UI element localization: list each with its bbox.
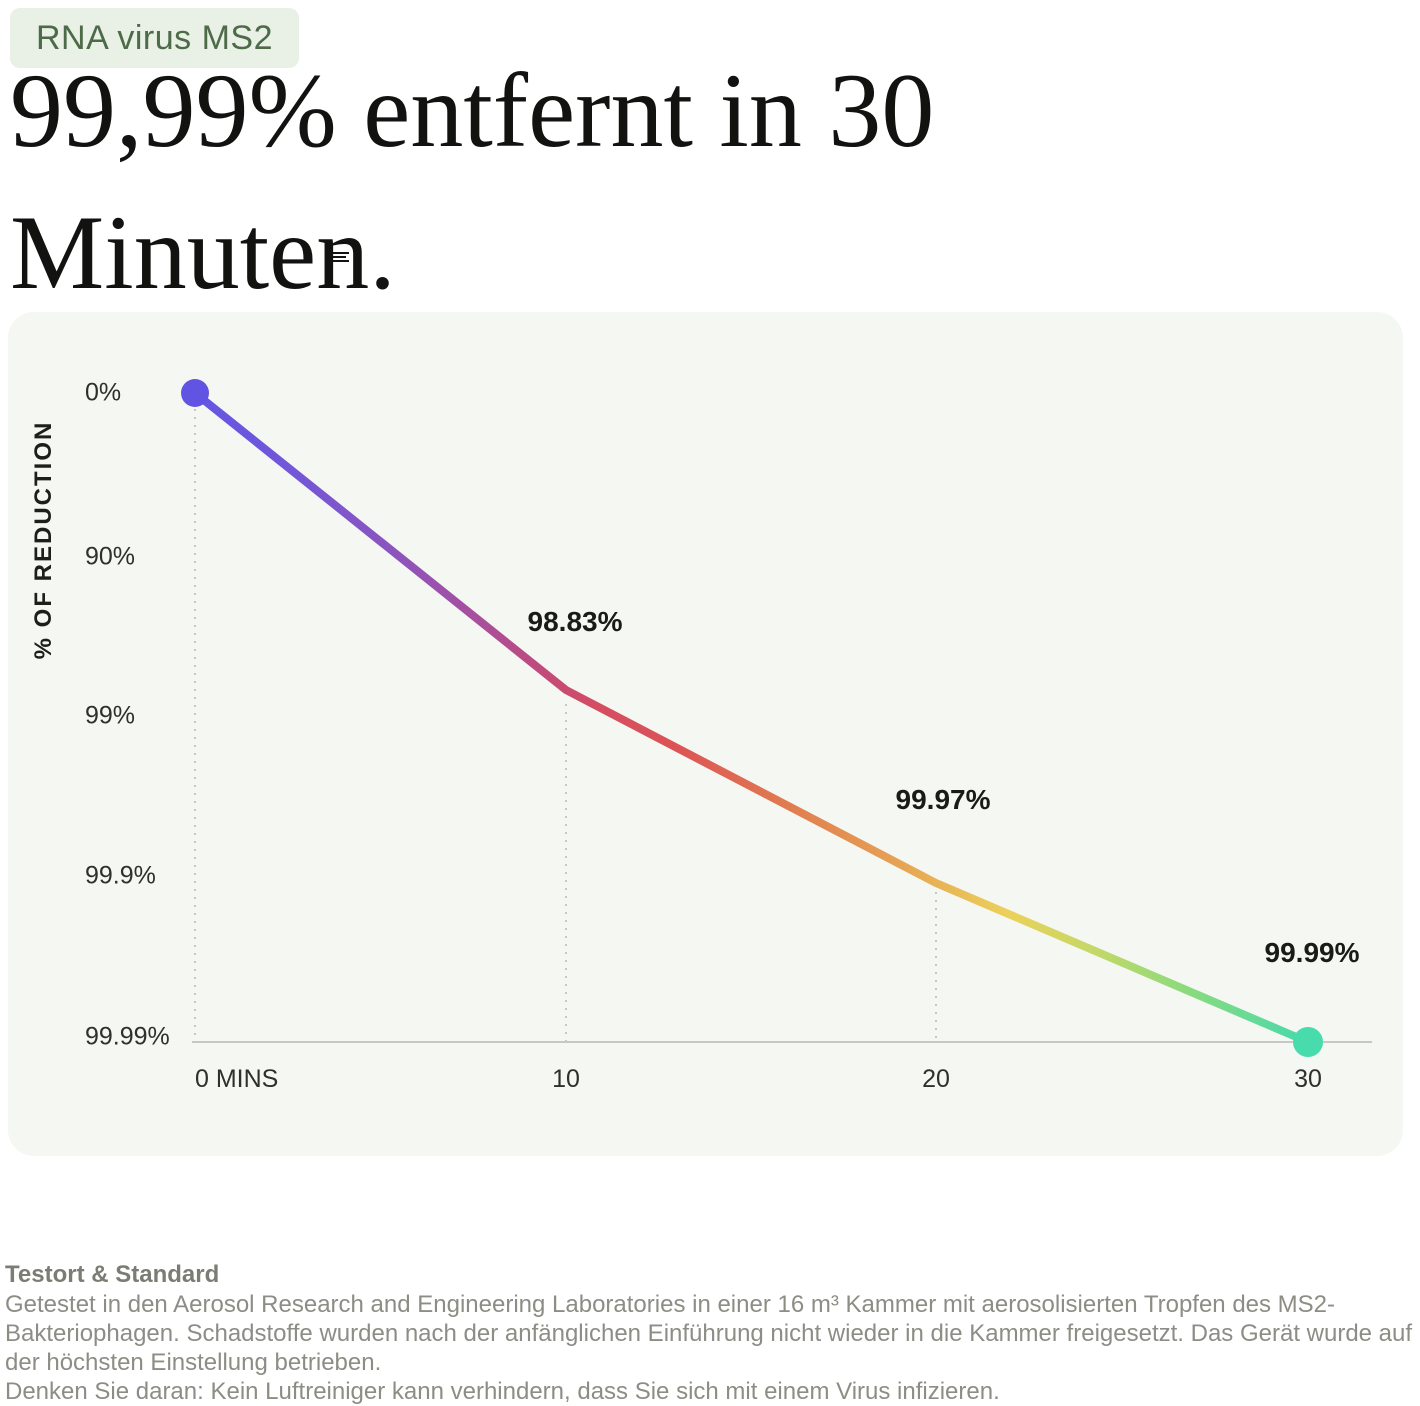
page-title-line1: 99,99% entfernt in 30 bbox=[10, 52, 935, 169]
x-tick-10: 10 bbox=[552, 1065, 580, 1093]
y-tick-0: 0% bbox=[85, 378, 122, 407]
virus-type-badge: RNA virus MS2 bbox=[10, 8, 299, 68]
footnote-title: Testort & Standard bbox=[5, 1261, 220, 1288]
page-title: 99,99% entfernt in 30 Minuten. bbox=[10, 40, 934, 324]
footnote-disclaimer: Denken Sie daran: Kein Luftreiniger kann… bbox=[5, 1378, 1000, 1405]
y-tick-99-99: 99.99% bbox=[85, 1022, 170, 1051]
x-tick-20: 20 bbox=[922, 1065, 950, 1093]
x-tick-0mins: 0 MINS bbox=[195, 1065, 279, 1093]
point-label-20min: 99.97% bbox=[895, 784, 991, 815]
start-dot bbox=[181, 379, 209, 407]
reduction-line bbox=[191, 389, 1312, 1046]
footnote: Testort & Standard Getestet in den Aeros… bbox=[5, 1260, 1417, 1406]
y-axis-label: % OF REDUCTION bbox=[30, 420, 57, 660]
reduction-line-chart bbox=[181, 379, 1372, 1057]
chart-panel: % OF REDUCTION 0% 90% 99% 99.9% 99.99% 0… bbox=[8, 312, 1403, 1156]
end-dot bbox=[1293, 1027, 1323, 1057]
y-tick-99-9: 99.9% bbox=[85, 861, 156, 890]
x-tick-30: 30 bbox=[1294, 1065, 1322, 1093]
footnote-body: Getestet in den Aerosol Research and Eng… bbox=[5, 1291, 1413, 1376]
point-label-10min: 98.83% bbox=[527, 606, 623, 637]
strikethrough-artifact-icon bbox=[329, 252, 349, 264]
y-tick-99: 99% bbox=[85, 701, 136, 730]
y-tick-90: 90% bbox=[85, 542, 136, 571]
point-label-30min: 99.99% bbox=[1264, 937, 1360, 968]
